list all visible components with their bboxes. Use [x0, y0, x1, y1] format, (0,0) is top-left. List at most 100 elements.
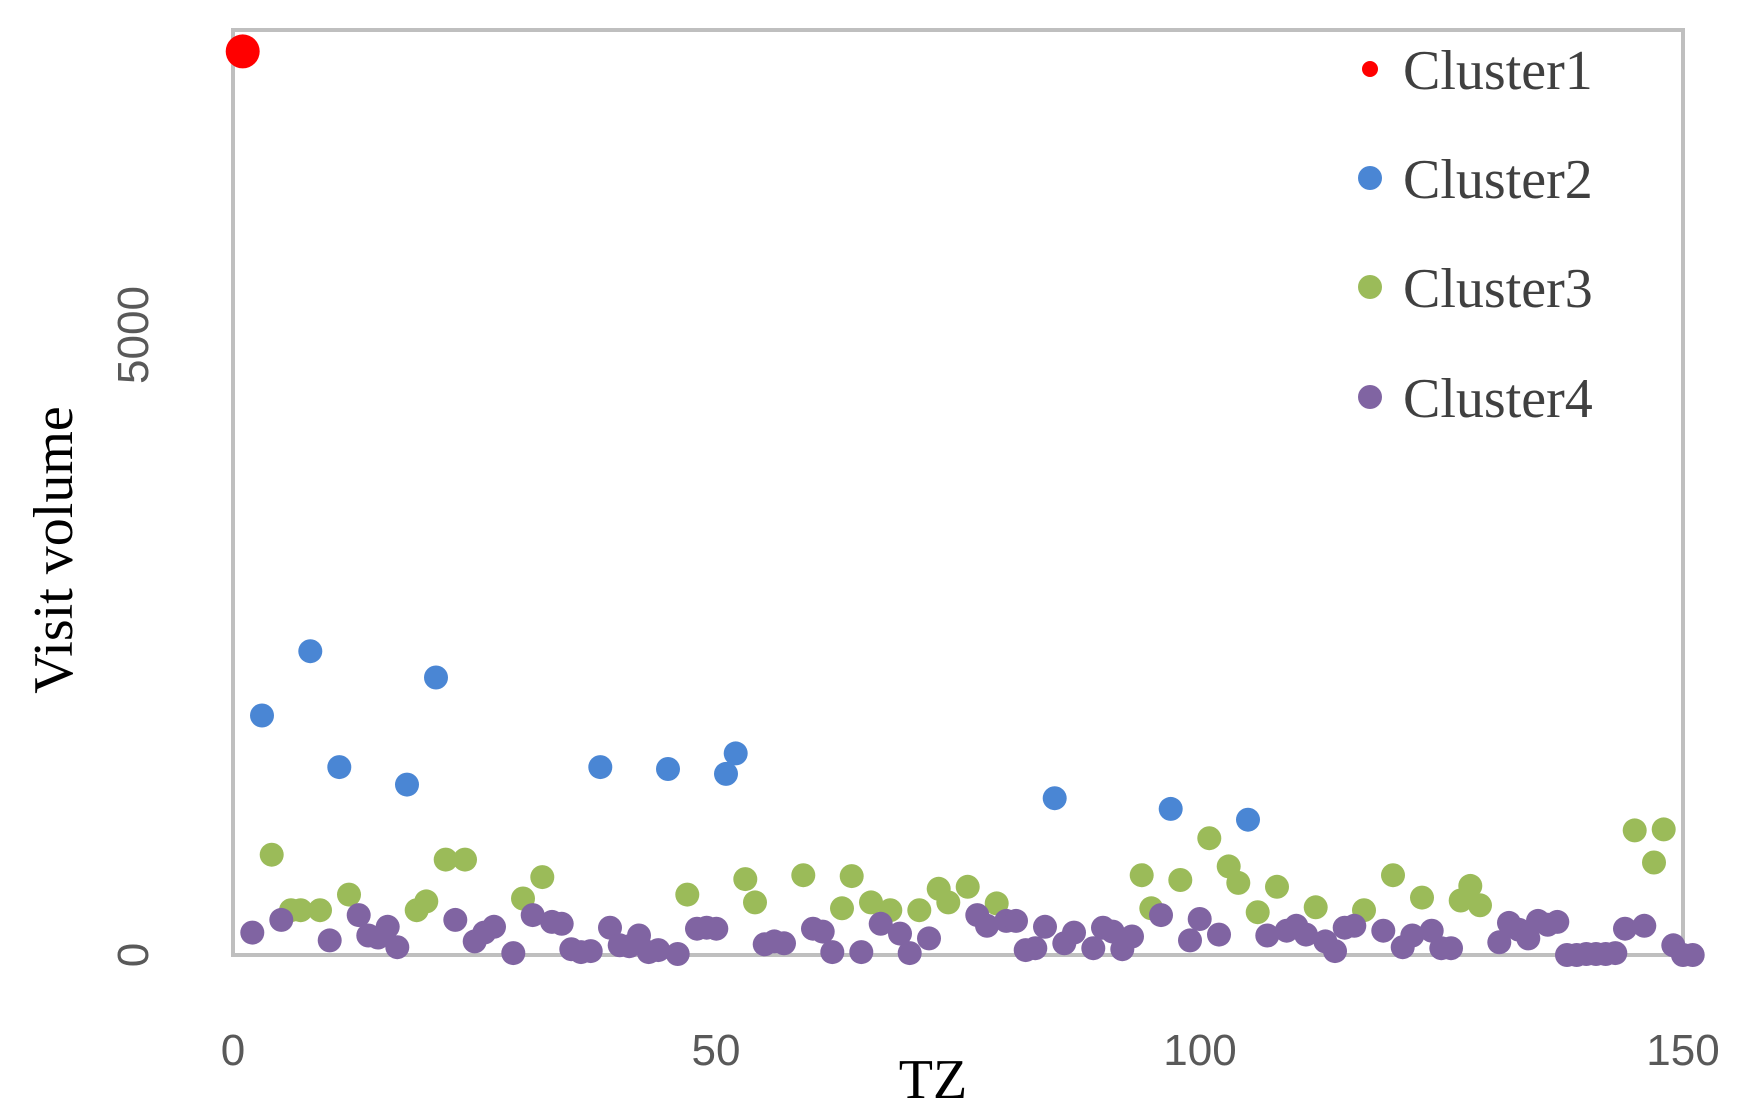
- y-axis: 0 5000 Visit volume: [23, 286, 158, 967]
- legend: Cluster1 Cluster2 Cluster3 Cluster4: [1358, 40, 1593, 430]
- legend-label: Cluster3: [1403, 258, 1593, 320]
- data-point-cluster2: [588, 755, 613, 780]
- data-point-cluster4: [1178, 928, 1202, 953]
- data-point-cluster3: [830, 896, 854, 921]
- data-point-cluster3: [1381, 863, 1405, 888]
- data-point-cluster4: [1371, 918, 1396, 943]
- data-point-cluster4: [1632, 913, 1657, 938]
- data-point-cluster3: [955, 874, 980, 899]
- data-point-cluster4: [897, 941, 922, 966]
- data-point-cluster4: [240, 920, 265, 945]
- legend-item-cluster3: Cluster3: [1358, 258, 1593, 320]
- data-point-cluster3: [1265, 874, 1289, 899]
- data-point-cluster4: [1120, 924, 1144, 949]
- x-axis: 0 50 100 150 TZ: [221, 1026, 1720, 1111]
- data-point-cluster3: [907, 898, 932, 923]
- data-point-cluster3: [1129, 863, 1154, 888]
- y-axis-title: Visit volume: [23, 406, 85, 694]
- data-point-cluster2: [714, 761, 738, 786]
- data-point-cluster3: [936, 890, 961, 915]
- data-point-cluster4: [1516, 926, 1541, 951]
- data-point-cluster4: [1294, 922, 1318, 947]
- data-point-cluster3: [1468, 893, 1492, 918]
- data-point-cluster4: [1400, 923, 1425, 948]
- legend-marker: [1358, 385, 1382, 409]
- data-point-cluster2: [424, 665, 448, 690]
- data-point-cluster2: [395, 772, 419, 797]
- data-point-cluster4: [1680, 943, 1705, 967]
- data-point-cluster4: [1100, 919, 1125, 944]
- data-points: [225, 34, 1705, 967]
- data-point-cluster3: [1410, 885, 1434, 910]
- data-point-cluster1: [225, 34, 260, 69]
- data-point-cluster3: [1197, 826, 1222, 851]
- data-point-cluster4: [868, 911, 893, 936]
- data-point-cluster4: [888, 921, 912, 946]
- data-point-cluster3: [337, 882, 361, 907]
- data-point-cluster3: [743, 890, 767, 915]
- legend-item-cluster2: Cluster2: [1358, 149, 1593, 211]
- data-point-cluster3: [1245, 900, 1270, 925]
- data-point-cluster4: [1207, 922, 1231, 947]
- data-point-cluster4: [646, 938, 671, 963]
- data-point-cluster4: [598, 915, 622, 940]
- data-point-cluster2: [298, 639, 323, 664]
- data-point-cluster2: [1236, 807, 1260, 832]
- legend-marker: [1362, 61, 1378, 77]
- data-point-cluster4: [1545, 909, 1570, 934]
- x-tick-label: 100: [1163, 1026, 1236, 1075]
- data-point-cluster3: [1651, 817, 1676, 842]
- data-point-cluster3: [530, 865, 555, 890]
- data-point-cluster3: [433, 847, 458, 872]
- data-point-cluster3: [1642, 850, 1666, 875]
- data-point-cluster4: [375, 914, 400, 939]
- data-point-cluster4: [1487, 930, 1512, 955]
- x-axis-title: TZ: [899, 1049, 967, 1111]
- data-point-cluster2: [1158, 796, 1183, 821]
- data-point-cluster3: [984, 891, 1009, 916]
- data-point-cluster4: [482, 914, 506, 939]
- data-point-cluster3: [414, 889, 439, 914]
- y-tick-label: 5000: [109, 286, 158, 384]
- data-point-cluster4: [1062, 920, 1086, 945]
- data-point-cluster3: [259, 842, 284, 867]
- data-point-cluster4: [1603, 941, 1628, 966]
- data-point-cluster4: [1419, 918, 1444, 943]
- plot-area-border: [231, 28, 1685, 957]
- data-point-cluster4: [1033, 914, 1057, 939]
- data-point-cluster4: [346, 903, 371, 928]
- x-tick-label: 150: [1646, 1026, 1719, 1075]
- legend-item-cluster1: Cluster1: [1362, 40, 1593, 102]
- data-point-cluster4: [1149, 903, 1173, 928]
- legend-marker: [1358, 166, 1382, 190]
- data-point-cluster4: [820, 940, 845, 965]
- legend-label: Cluster2: [1403, 149, 1593, 211]
- data-point-cluster4: [1255, 923, 1280, 948]
- data-point-cluster3: [288, 898, 313, 923]
- data-point-cluster4: [1439, 936, 1463, 961]
- data-point-cluster3: [1303, 895, 1328, 920]
- data-point-cluster4: [443, 907, 468, 932]
- legend-label: Cluster4: [1403, 368, 1593, 430]
- data-point-cluster4: [1187, 907, 1212, 931]
- data-point-cluster4: [578, 939, 603, 964]
- data-point-cluster4: [772, 931, 796, 956]
- data-point-cluster3: [859, 890, 883, 915]
- data-point-cluster4: [1081, 936, 1106, 961]
- data-point-cluster3: [1458, 873, 1483, 898]
- data-point-cluster4: [1613, 916, 1637, 941]
- data-point-cluster4: [810, 919, 835, 944]
- legend-marker: [1358, 275, 1382, 299]
- data-point-cluster3: [675, 882, 700, 907]
- data-point-cluster4: [665, 942, 690, 966]
- y-tick-label: 0: [109, 943, 158, 967]
- data-point-cluster4: [917, 926, 941, 951]
- data-point-cluster3: [791, 863, 816, 888]
- data-point-cluster4: [1023, 936, 1048, 961]
- data-point-cluster4: [849, 940, 874, 965]
- data-point-cluster4: [385, 935, 410, 960]
- data-point-cluster2: [656, 757, 680, 781]
- data-point-cluster4: [1342, 913, 1367, 938]
- data-point-cluster3: [1226, 870, 1251, 895]
